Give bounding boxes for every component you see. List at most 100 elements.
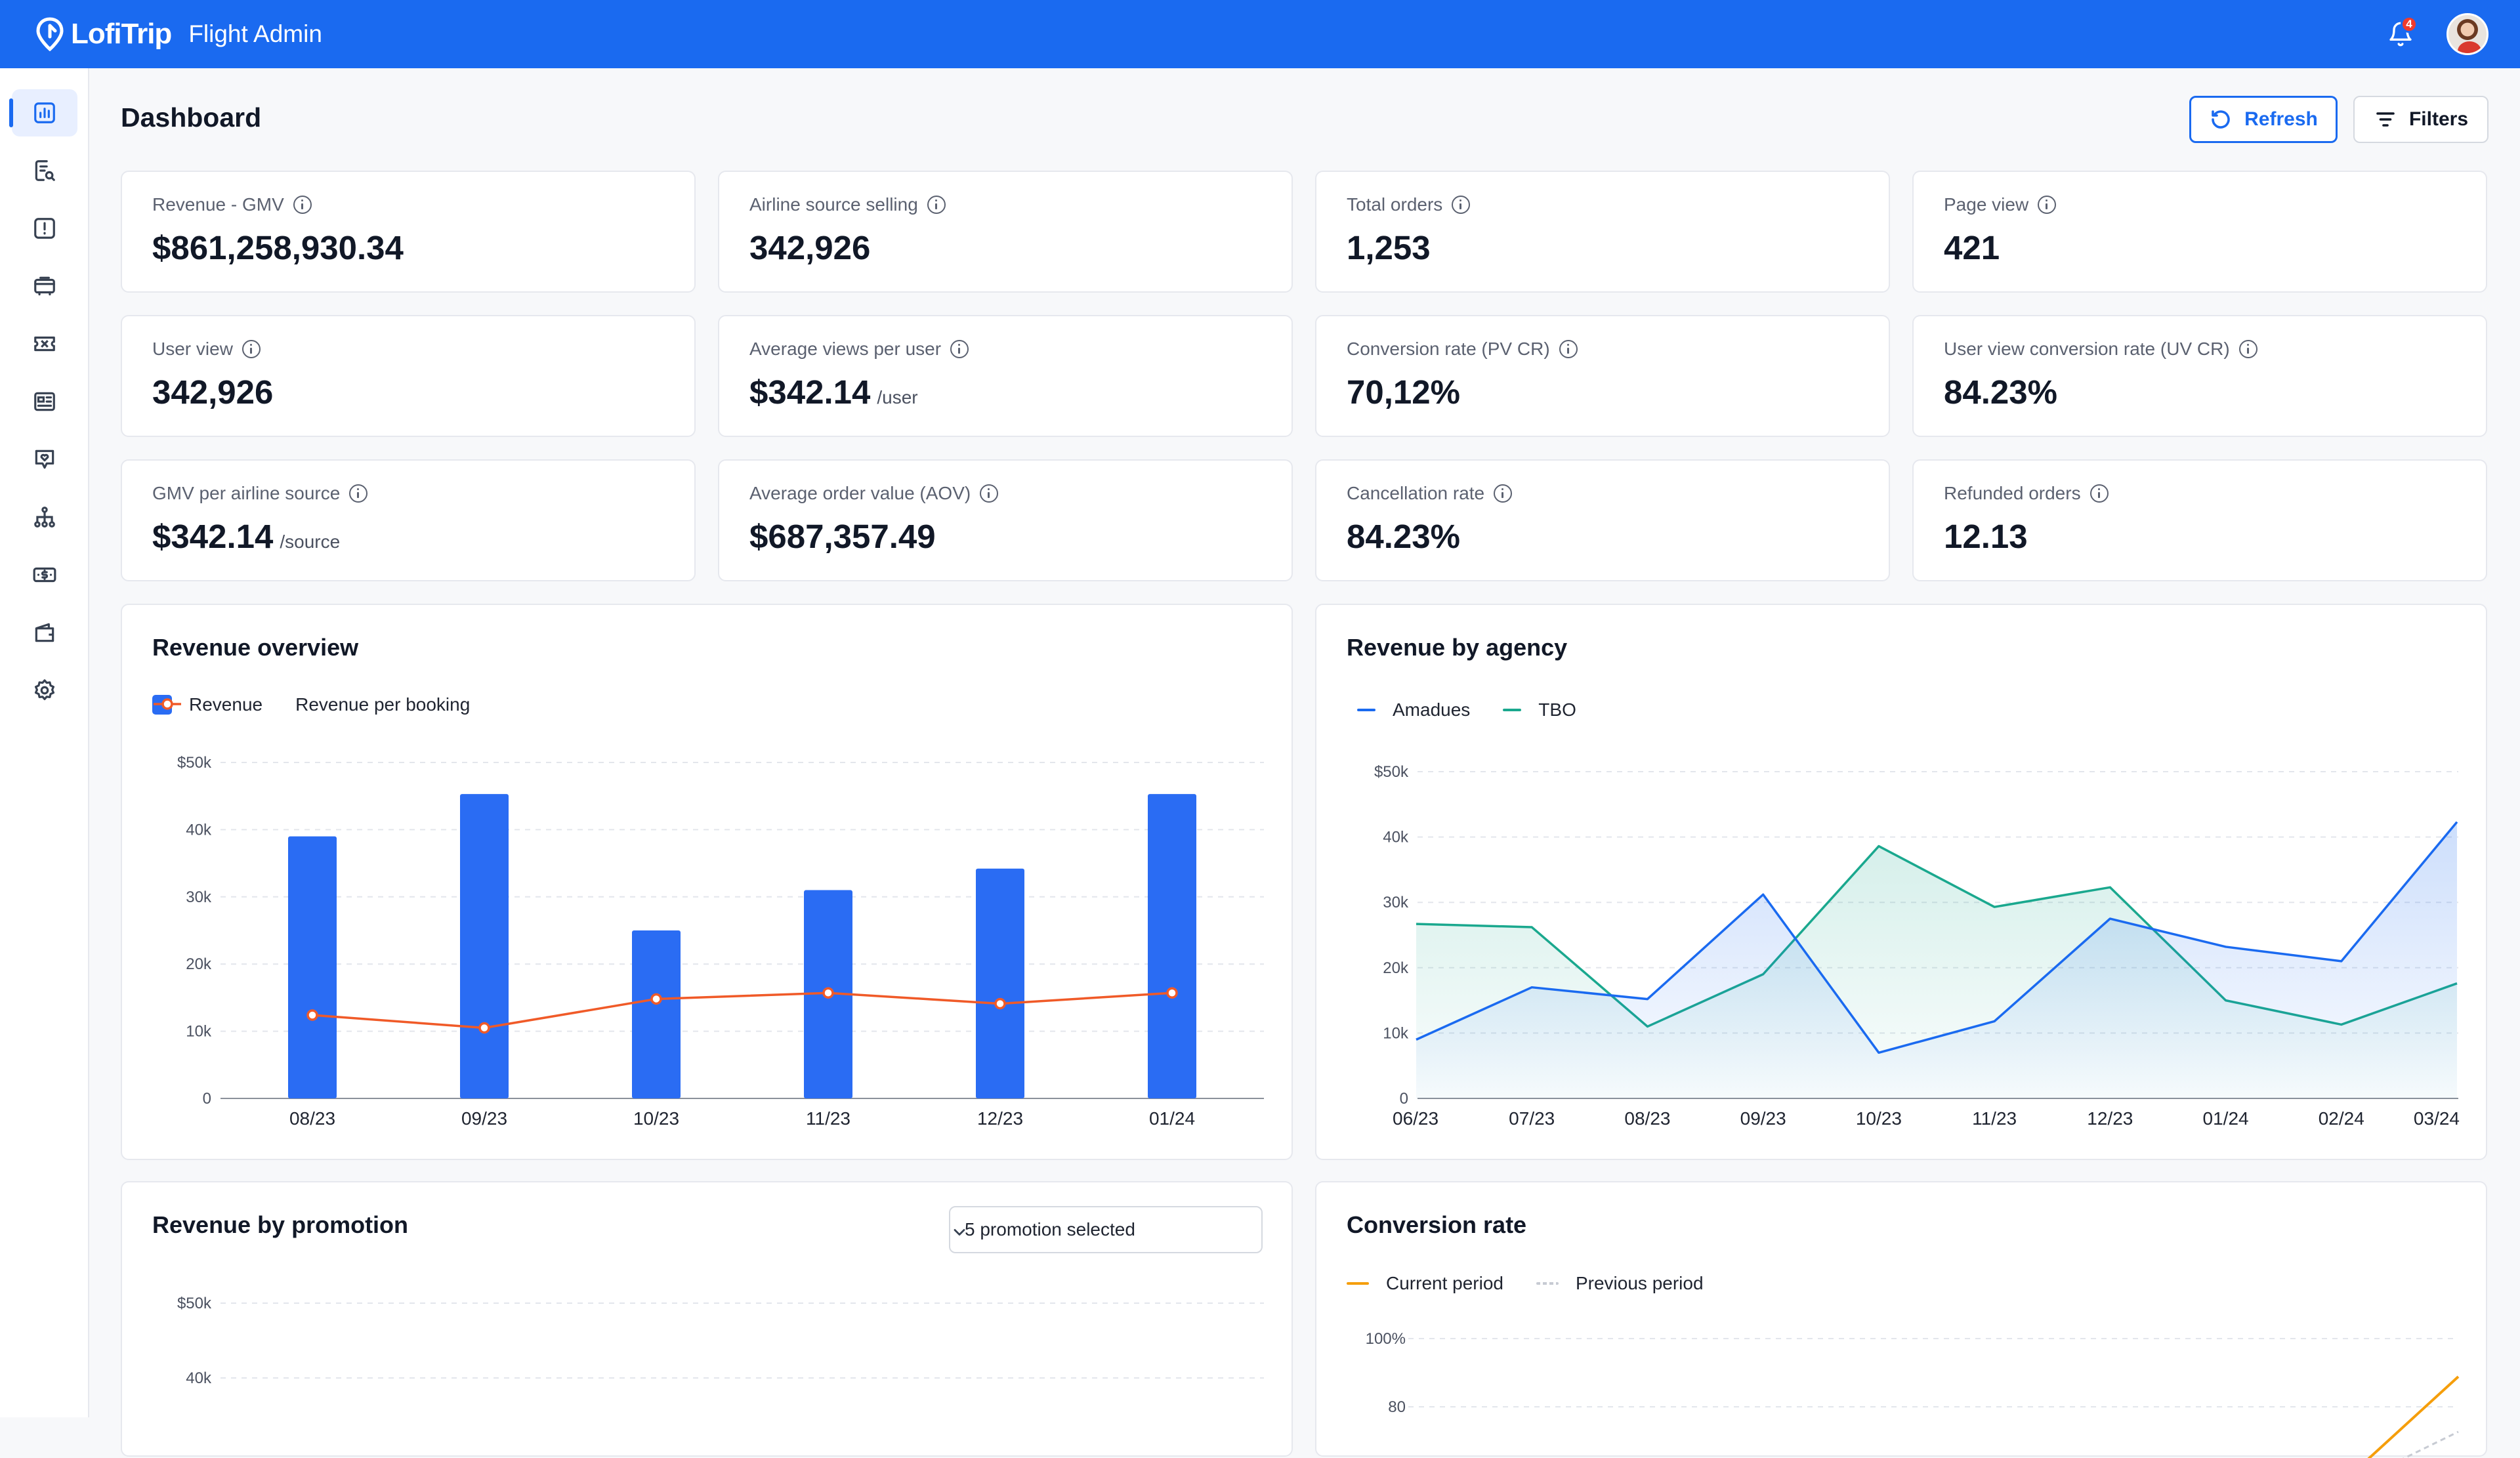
kpi-value: $342.14/source [152, 518, 341, 555]
sidebar-item-settings[interactable] [12, 667, 77, 714]
flight-icon [34, 276, 55, 296]
kpi-label: Cancellation rate [1347, 483, 1513, 504]
info-icon[interactable] [1559, 340, 1578, 358]
revenue-per-booking-point [1166, 987, 1178, 999]
legend-item-tbo[interactable]: TBO [1503, 699, 1576, 720]
sidebar-item-news[interactable] [12, 378, 77, 425]
sidebar-item-alerts[interactable] [12, 205, 77, 252]
kpi-value: 421 [1944, 229, 2000, 266]
info-icon[interactable] [349, 484, 368, 503]
x-tick-label: 09/23 [461, 1108, 507, 1129]
info-icon[interactable] [293, 196, 312, 214]
avatar[interactable] [2446, 13, 2488, 55]
kpi-value: 84.23% [1944, 373, 2057, 411]
logo-pin-icon [36, 17, 64, 51]
kpi-value: 342,926 [152, 373, 274, 411]
legend-item-current-period[interactable]: Current period [1347, 1273, 1503, 1294]
card-title: Conversion rate [1347, 1211, 1527, 1238]
info-icon[interactable] [1452, 196, 1471, 214]
info-icon[interactable] [1494, 484, 1513, 503]
revenue-bar [1148, 794, 1196, 1098]
y-tick-label: $50k [1374, 763, 1409, 781]
x-tick-label: 08/23 [289, 1108, 335, 1129]
logo-text: LofiTrip [71, 18, 172, 50]
sidebar-item-flights[interactable] [12, 262, 77, 310]
y-tick-label: $50k [177, 1295, 212, 1312]
revenue-per-booking-point [478, 1022, 490, 1034]
x-tick-label: 06/23 [1393, 1108, 1438, 1129]
legend-item-amadues[interactable]: Amadues [1357, 699, 1470, 720]
x-tick-label: 03/24 [2414, 1108, 2460, 1129]
sidebar-item-dashboard[interactable] [9, 89, 77, 136]
filters-button[interactable]: Filters [2353, 96, 2488, 143]
card-title: Revenue by promotion [152, 1211, 409, 1238]
legend-item-previous-period[interactable]: Previous period [1536, 1273, 1704, 1294]
y-tick-label: 100% [1366, 1330, 1406, 1348]
info-icon[interactable] [2038, 196, 2057, 214]
sidebar-item-support[interactable] [12, 436, 77, 483]
kpi-card-conversion-rate-uv: User view conversion rate (UV CR) 84.23% [1912, 315, 2487, 437]
kpi-card-average-order-value: Average order value (AOV) $687,357.49 [718, 459, 1293, 581]
info-icon[interactable] [242, 340, 261, 358]
kpi-value: 342,926 [749, 229, 871, 266]
info-icon[interactable] [927, 196, 946, 214]
kpi-card-average-views-per-user: Average views per user $342.14/user [718, 315, 1293, 437]
y-tick-label: 40k [186, 821, 212, 839]
kpi-card-cancellation-rate: Cancellation rate 84.23% [1315, 459, 1890, 581]
info-icon[interactable] [2090, 484, 2109, 503]
legend-swatch [1347, 1282, 1369, 1285]
y-tick-label: 20k [186, 955, 212, 973]
kpi-label: Average views per user [749, 339, 969, 360]
sidebar-item-network[interactable] [12, 493, 77, 541]
sidebar-item-reports[interactable] [12, 147, 77, 194]
kpi-label: GMV per airline source [152, 483, 368, 504]
y-tick-label: 30k [1383, 894, 1409, 911]
conversion-rate-card: 100% 80 Conversion rate Current period Pr… [1315, 1181, 2487, 1458]
chart-legend: Current period Previous period [1347, 1273, 1736, 1294]
kpi-value: $861,258,930.34 [152, 229, 404, 266]
app-title: Flight Admin [188, 20, 322, 47]
kpi-label: Refunded orders [1944, 483, 2109, 504]
amadues-line [1416, 821, 2458, 1054]
sidebar-item-wallet[interactable] [12, 609, 77, 656]
x-tick-label: 02/24 [2319, 1108, 2364, 1129]
chart-legend: Revenue Revenue per booking [152, 694, 503, 715]
x-tick-label: 09/23 [1740, 1108, 1786, 1129]
x-tick-label: 07/23 [1509, 1108, 1555, 1129]
sidebar-item-payments[interactable] [12, 551, 77, 598]
kpi-card-user-view: User view 342,926 [121, 315, 696, 437]
kpi-value: 84.23% [1347, 518, 1460, 555]
ticket-icon [34, 336, 55, 352]
filters-label: Filters [2408, 108, 2469, 130]
info-icon[interactable] [980, 484, 999, 503]
info-icon[interactable] [2238, 340, 2258, 358]
promotion-select[interactable]: 5 promotion selected [949, 1206, 1263, 1253]
x-tick-label: 11/23 [806, 1108, 850, 1129]
kpi-card-gmv-per-airline-source: GMV per airline source $342.14/source [121, 459, 696, 581]
sidebar-item-tickets[interactable] [12, 320, 77, 367]
legend-swatch [1503, 709, 1522, 711]
amadues-area [1416, 822, 2457, 1098]
kpi-value: $342.14/user [749, 373, 918, 411]
notifications-button[interactable]: 4 [2380, 13, 2422, 55]
x-tick-label: 08/23 [1624, 1108, 1670, 1129]
x-tick-label: 12/23 [977, 1108, 1023, 1129]
y-tick-label: $50k [177, 754, 212, 772]
bell-icon [2389, 22, 2412, 47]
alert-icon [34, 218, 55, 239]
legend-item-revenue-per-booking[interactable]: Revenue per booking [154, 694, 470, 715]
legend-swatch [1536, 1282, 1559, 1285]
y-tick-label: 40k [186, 1369, 212, 1387]
y-tick-label: 0 [203, 1090, 211, 1108]
refresh-button[interactable]: Refresh [2189, 96, 2338, 143]
logo[interactable]: LofiTrip [35, 17, 172, 51]
x-tick-label: 11/23 [1972, 1108, 2017, 1129]
info-icon[interactable] [950, 340, 969, 358]
kpi-card-conversion-rate-pv: Conversion rate (PV CR) 70,12% [1315, 315, 1890, 437]
card-title: Revenue by agency [1347, 634, 1568, 661]
y-tick-label: 20k [1383, 959, 1409, 977]
kpi-card-revenue-gmv: Revenue - GMV $861,258,930.34 [121, 171, 696, 293]
current-period-line [2367, 1375, 2460, 1458]
y-tick-label: 40k [1383, 829, 1409, 846]
x-tick-label: 10/23 [633, 1108, 679, 1129]
